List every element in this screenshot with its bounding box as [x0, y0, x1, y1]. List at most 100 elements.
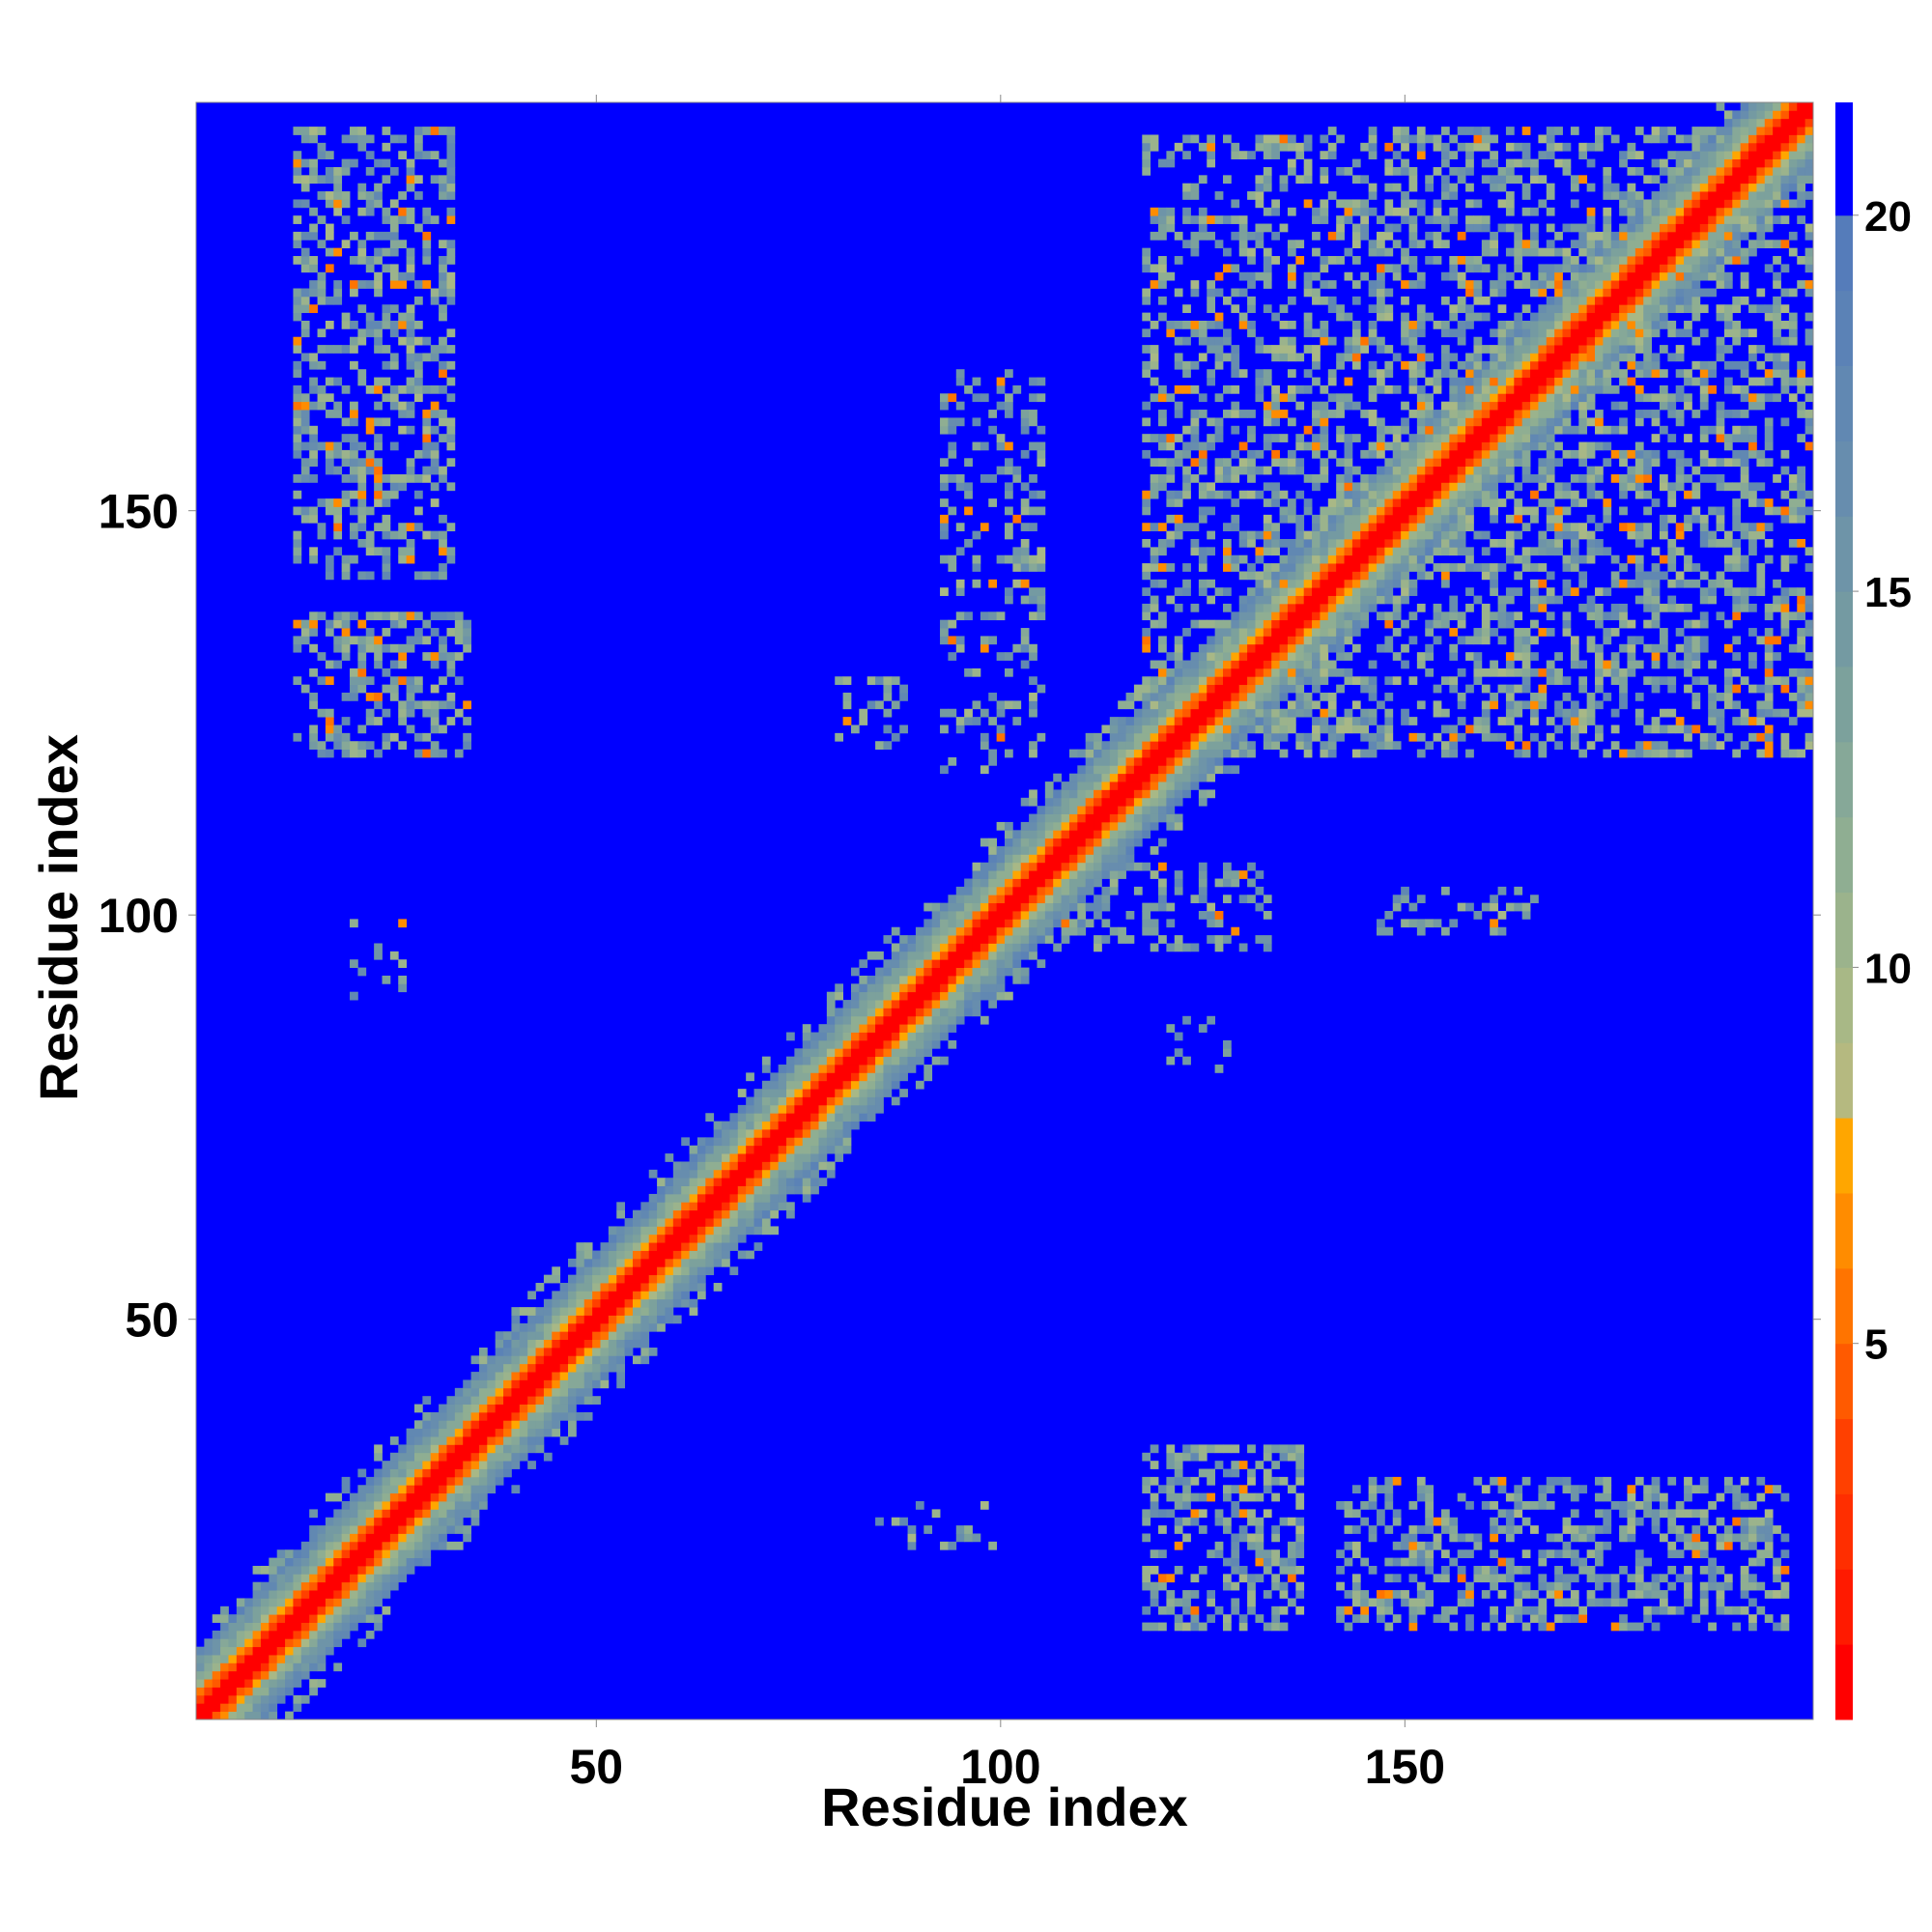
heatmap-cell — [236, 1711, 245, 1720]
heatmap-cell — [672, 1298, 682, 1308]
heatmap-cell — [1295, 530, 1305, 540]
heatmap-cell — [988, 846, 998, 855]
heatmap-cell — [1044, 862, 1054, 871]
heatmap-cell — [439, 158, 447, 168]
heatmap-cell — [980, 474, 989, 483]
heatmap-cell — [722, 1161, 730, 1171]
heatmap-cell — [624, 1250, 634, 1260]
heatmap-cell — [761, 1056, 771, 1065]
heatmap-cell — [1303, 384, 1313, 394]
heatmap-cell — [374, 1517, 383, 1526]
heatmap-cell — [1271, 312, 1280, 322]
heatmap-cell — [972, 1008, 981, 1017]
heatmap-cell — [681, 1169, 690, 1179]
heatmap-cell — [487, 1428, 497, 1437]
heatmap-cell — [413, 1525, 423, 1534]
heatmap-cell — [413, 1452, 423, 1462]
heatmap-cell — [583, 1331, 593, 1341]
heatmap-cell — [478, 1411, 488, 1421]
heatmap-cell — [276, 1630, 286, 1639]
heatmap-cell — [430, 441, 440, 451]
heatmap-cell — [446, 441, 456, 451]
heatmap-cell — [1012, 919, 1022, 928]
heatmap-cell — [422, 636, 432, 645]
heatmap-cell — [1166, 781, 1176, 790]
heatmap-cell — [1118, 806, 1126, 814]
heatmap-cell — [1392, 1509, 1402, 1519]
heatmap-cell — [1360, 732, 1370, 742]
heatmap-cell — [1351, 538, 1361, 548]
heatmap-cell — [406, 425, 415, 435]
heatmap-cell — [672, 1218, 682, 1227]
heatmap-cell — [1312, 417, 1321, 427]
heatmap-cell — [1118, 749, 1126, 758]
heatmap-cell — [810, 1065, 819, 1073]
heatmap-cell — [923, 1039, 933, 1049]
heatmap-cell — [665, 1202, 674, 1211]
heatmap-cell — [1207, 1476, 1216, 1486]
heatmap-cell — [1037, 611, 1046, 621]
heatmap-cell — [422, 1501, 432, 1510]
heatmap-cell — [940, 393, 949, 403]
heatmap-cell — [1214, 643, 1224, 653]
heatmap-cell — [1150, 1476, 1159, 1486]
heatmap-cell — [1344, 377, 1353, 386]
heatmap-cell — [446, 547, 456, 556]
heatmap-cell — [1182, 741, 1191, 750]
heatmap-cell — [1263, 1485, 1272, 1494]
heatmap-cell — [1351, 1581, 1361, 1591]
heatmap-cell — [826, 1121, 836, 1130]
heatmap-cell — [1263, 1549, 1272, 1558]
heatmap-cell — [389, 1461, 399, 1469]
heatmap-cell — [406, 401, 415, 411]
heatmap-cell — [842, 1137, 852, 1147]
heatmap-cell — [228, 1670, 238, 1680]
heatmap-cell — [398, 336, 408, 346]
heatmap-cell — [446, 215, 456, 224]
heatmap-cell — [333, 636, 343, 645]
heatmap-cell — [1207, 676, 1216, 686]
heatmap-cell — [446, 628, 456, 637]
heatmap-cell — [422, 434, 432, 442]
heatmap-cell — [948, 983, 957, 993]
heatmap-cell — [1303, 603, 1313, 612]
heatmap-cell — [1077, 797, 1087, 807]
heatmap-cell — [454, 1541, 464, 1550]
heatmap-cell — [300, 1598, 310, 1607]
heatmap-cell — [600, 1283, 610, 1292]
heatmap-cell — [389, 611, 399, 621]
heatmap-cell — [696, 1226, 706, 1236]
heatmap-cell — [1279, 304, 1289, 314]
heatmap-cell — [770, 1193, 780, 1203]
heatmap-cell — [1182, 320, 1191, 329]
heatmap-cell — [1271, 732, 1280, 742]
heatmap-cell — [1020, 878, 1030, 888]
heatmap-cell — [300, 320, 310, 329]
heatmap-cell — [389, 264, 399, 273]
heatmap-cell — [1166, 717, 1176, 725]
heatmap-cell — [1263, 247, 1272, 257]
heatmap-cell — [1360, 271, 1370, 281]
heatmap-cell — [1351, 554, 1361, 564]
heatmap-cell — [406, 684, 415, 694]
heatmap-cell — [413, 320, 423, 329]
heatmap-cell — [746, 1250, 754, 1260]
heatmap-cell — [802, 1137, 811, 1147]
heatmap-cell — [1158, 538, 1167, 548]
heatmap-cell — [1037, 878, 1046, 888]
heatmap-cell — [568, 1315, 577, 1324]
heatmap-cell — [657, 1250, 666, 1260]
heatmap-cell — [722, 1153, 730, 1162]
heatmap-cell — [689, 1193, 698, 1203]
heatmap-cell — [835, 1015, 843, 1025]
heatmap-cell — [398, 1492, 408, 1502]
heatmap-cell — [1207, 1444, 1216, 1454]
heatmap-cell — [1109, 741, 1119, 750]
heatmap-cell — [511, 1355, 521, 1365]
heatmap-cell — [1198, 1565, 1208, 1575]
heatmap-cell — [389, 393, 399, 403]
heatmap-cell — [923, 983, 933, 993]
heatmap-cell — [1125, 693, 1135, 701]
heatmap-cell — [350, 668, 358, 677]
heatmap-cell — [1271, 660, 1280, 669]
